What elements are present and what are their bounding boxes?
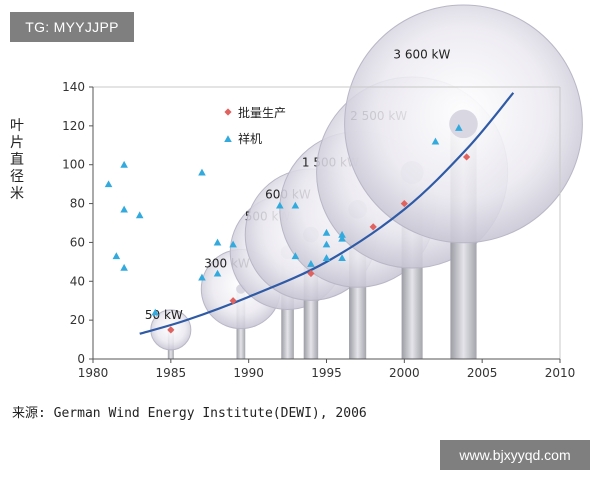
production-point (307, 269, 315, 278)
watermark-top: TG: MYYJJPP (10, 12, 134, 42)
y-tick-label: 60 (70, 235, 85, 249)
y-tick-label: 20 (70, 313, 85, 327)
prototype-point (104, 180, 113, 188)
prototype-point (291, 252, 300, 260)
prototype-point (198, 273, 206, 281)
legend-item-production: 批量生产 (224, 105, 286, 120)
y-tick-label: 40 (70, 274, 85, 288)
prototype-point (112, 252, 121, 260)
turbine-0: 50 kW (145, 308, 192, 359)
legend-marker-production (224, 108, 232, 116)
y-tick-label: 80 (70, 197, 85, 211)
x-tick-label: 1990 (233, 366, 264, 380)
prototype-point (135, 211, 144, 219)
source-caption: 来源: German Wind Energy Institute(DEWI), … (12, 406, 367, 421)
prototype-point (322, 254, 331, 262)
prototype-point (338, 254, 346, 262)
prototype-point (455, 124, 463, 131)
chart-legend: 批量生产 祥机 (224, 105, 286, 146)
production-point (463, 153, 471, 161)
y-tick-label: 100 (62, 158, 85, 172)
x-tick-label: 1995 (311, 366, 342, 380)
prototype-point (198, 168, 206, 176)
prototype-point (291, 201, 300, 209)
chart-axes: 0 20 40 60 80 100 120 140 1980 1985 1990 1995 2000 20… (62, 80, 575, 380)
production-point (369, 223, 377, 231)
y-tick-label: 0 (77, 352, 85, 366)
y-tick-label: 140 (62, 80, 85, 94)
y-tick-label: 120 (62, 119, 85, 133)
turbine-hub (449, 109, 478, 139)
turbine-capacity-label: 3 600 kW (393, 48, 450, 62)
x-tick-label: 2005 (467, 366, 498, 380)
x-tick-label: 2000 (389, 366, 420, 380)
prototype-point (120, 263, 128, 271)
prototype-point (213, 269, 222, 277)
legend-marker-prototype (224, 135, 232, 143)
data-points-layer (104, 124, 471, 334)
legend-label-prototype: 祥机 (238, 132, 262, 146)
watermark-bottom: www.bjxyyqd.com (440, 440, 590, 470)
production-point (167, 326, 175, 334)
x-tick-label: 1985 (156, 366, 187, 380)
prototype-point (338, 230, 346, 238)
prototype-point (431, 137, 440, 145)
prototype-point (120, 205, 128, 213)
turbine-6: 3 600 kW (344, 4, 583, 360)
x-tick-label: 2010 (545, 366, 576, 380)
trend-line (139, 92, 515, 335)
prototype-point (338, 234, 346, 242)
y-axis-label: 叶片直径米 (10, 118, 24, 202)
trend-line-layer (139, 92, 515, 335)
prototype-point (213, 238, 222, 246)
production-point (400, 199, 408, 208)
production-point (229, 297, 237, 305)
prototype-point (229, 240, 237, 248)
legend-item-prototype: 祥机 (224, 132, 262, 146)
prototype-point (307, 260, 315, 267)
turbine-capacity-label: 50 kW (145, 308, 183, 322)
prototype-point (322, 240, 331, 248)
legend-label-production: 批量生产 (238, 105, 286, 120)
prototype-point (120, 160, 128, 168)
prototype-point (151, 308, 160, 316)
prototype-point (322, 228, 331, 236)
prototype-point (276, 201, 284, 209)
x-tick-label: 1980 (78, 366, 109, 380)
